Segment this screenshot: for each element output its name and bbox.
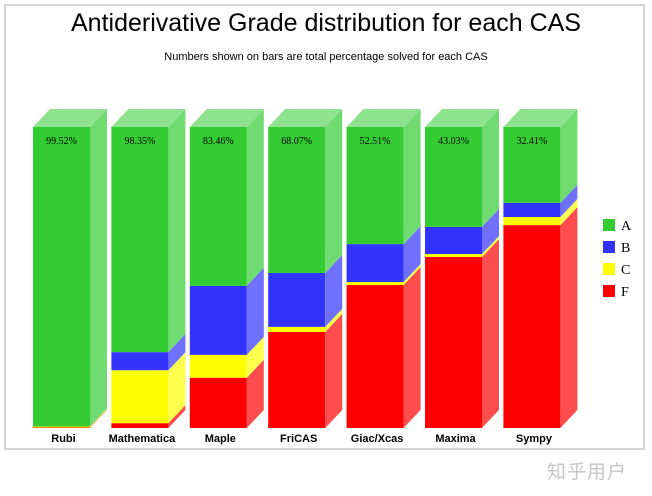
bar-sympy-b-front (503, 202, 561, 217)
bar-fricas-a-front (268, 127, 326, 273)
bar-giacxcas-b-side (403, 226, 421, 283)
bar-maple-c-side (246, 336, 264, 378)
legend-label-f: F (621, 285, 629, 300)
legend-label-c: C (621, 263, 630, 278)
bar-mathematica-a-front (111, 127, 169, 353)
bar-mathematica-f-side (168, 405, 186, 428)
bar-maple-a-side (246, 109, 264, 286)
bar-top-face (111, 109, 186, 127)
bar-giacxcas-f-side (403, 267, 421, 428)
bar-data-label: 68.07% (281, 136, 312, 147)
chart-subtitle: Numbers shown on bars are total percenta… (164, 51, 488, 63)
bar-maple-b-side (246, 267, 264, 355)
x-tick-label: FriCAS (280, 433, 317, 445)
bar-maple-c-front (189, 354, 247, 378)
x-tick-label: Rubi (51, 433, 75, 445)
bar-giacxcas-c-side (403, 264, 421, 286)
legend-label-a: A (621, 219, 632, 234)
bar-fricas-c-side (325, 308, 343, 332)
bar-giacxcas-c-front (346, 282, 404, 286)
chart-title: Antiderivative Grade distribution for ea… (71, 9, 581, 37)
bar-fricas-c-front (268, 326, 326, 332)
bar-rubi-a-side (90, 109, 107, 427)
x-tick-label: Maple (205, 433, 236, 445)
bar-mathematica-c-front (111, 370, 169, 424)
bar-rubi-c-front (33, 426, 90, 428)
bar-sympy-c-front (503, 216, 561, 226)
bar-mathematica-c-side (168, 352, 186, 424)
bar-maxima-b-side (482, 208, 499, 255)
legend-swatch-b (603, 241, 615, 253)
bar-data-label: 32.41% (516, 136, 547, 147)
bar-giacxcas-a-side (403, 109, 421, 245)
bar-mathematica-b-side (168, 334, 186, 371)
bar-maxima-c-front (425, 254, 482, 258)
bar-giacxcas-a-front (346, 127, 404, 245)
bar-fricas-f-front (268, 331, 326, 428)
bar-mathematica-f-front (111, 423, 169, 428)
bar-sympy-a-front (503, 127, 561, 203)
bar-giacxcas-b-front (346, 244, 404, 283)
chart-frame (4, 4, 645, 450)
bar-top-face (503, 109, 578, 127)
bar-mathematica-b-front (111, 352, 169, 371)
x-tick-label: Sympy (516, 433, 553, 445)
bar-top-face (346, 109, 421, 127)
bar-top-face (33, 109, 107, 127)
bar-sympy-f-front (503, 225, 561, 428)
bar-fricas-a-side (325, 109, 343, 273)
bar-fricas-b-side (325, 254, 343, 327)
bar-mathematica-a-side (168, 109, 186, 353)
bar-data-label: 43.03% (438, 136, 469, 147)
legend-swatch-a (603, 219, 615, 231)
legend-swatch-c (603, 263, 615, 275)
x-tick-label: Mathematica (109, 433, 177, 445)
bar-maxima-f-side (482, 239, 499, 428)
bar-sympy-c-side (560, 198, 578, 226)
bar-maxima-f-front (425, 257, 482, 428)
bar-top-face (268, 109, 343, 127)
bar-maxima-b-front (425, 226, 482, 255)
watermark: 知乎用户 (547, 461, 628, 483)
bar-data-label: 52.51% (360, 136, 391, 147)
bar-maxima-c-side (482, 236, 499, 258)
bar-data-label: 98.35% (124, 136, 155, 147)
bar-top-face (189, 109, 264, 127)
legend-swatch-f (603, 285, 615, 297)
bar-fricas-b-front (268, 272, 326, 327)
bar-sympy-a-side (560, 109, 578, 203)
bar-sympy-b-side (560, 184, 578, 217)
bar-rubi-f-front (33, 427, 90, 428)
bar-maple-a-front (189, 127, 247, 286)
bar-data-label: 83.46% (203, 136, 234, 147)
bar-maple-f-front (189, 377, 247, 428)
bar-top-face (425, 109, 499, 127)
x-tick-label: Giac/Xcas (351, 433, 404, 445)
bar-maxima-a-front (425, 127, 482, 227)
bar-maxima-a-side (482, 109, 499, 227)
bar-maple-f-side (246, 359, 264, 428)
bar-maple-b-front (189, 285, 247, 355)
bar-sympy-f-side (560, 207, 578, 428)
bar-fricas-f-side (325, 313, 343, 428)
legend-label-b: B (621, 241, 630, 256)
bar-data-label: 99.52% (46, 136, 77, 147)
x-tick-label: Maxima (435, 433, 476, 445)
bar-rubi-f-side (90, 409, 107, 428)
bar-giacxcas-f-front (346, 285, 404, 428)
bar-rubi-c-side (90, 408, 107, 428)
bar-rubi-a-front (33, 127, 90, 427)
